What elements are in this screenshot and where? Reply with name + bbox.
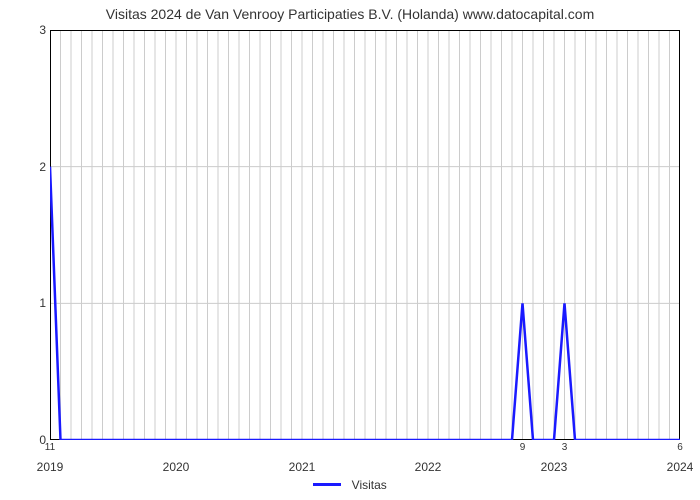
data-annotation: 11 [45,442,55,453]
legend-swatch [313,483,341,486]
x-tick-label: 2019 [37,460,64,474]
legend-label: Visitas [352,478,387,492]
plot-area [50,30,680,440]
data-annotation: 6 [677,442,683,453]
data-annotation: 9 [520,442,526,453]
data-annotation: 3 [562,442,568,453]
y-tick-label: 2 [6,160,46,174]
x-tick-label: 2021 [289,460,316,474]
chart-container: Visitas 2024 de Van Venrooy Participatie… [0,0,700,500]
y-tick-label: 1 [6,296,46,310]
x-tick-label: 2020 [163,460,190,474]
chart-svg [50,30,680,440]
x-tick-label: 2024 [667,460,694,474]
chart-title: Visitas 2024 de Van Venrooy Participatie… [0,6,700,22]
y-tick-label: 0 [6,433,46,447]
y-tick-label: 3 [6,23,46,37]
x-tick-label: 2022 [415,460,442,474]
x-tick-label: 2023 [541,460,568,474]
legend: Visitas [0,476,700,494]
